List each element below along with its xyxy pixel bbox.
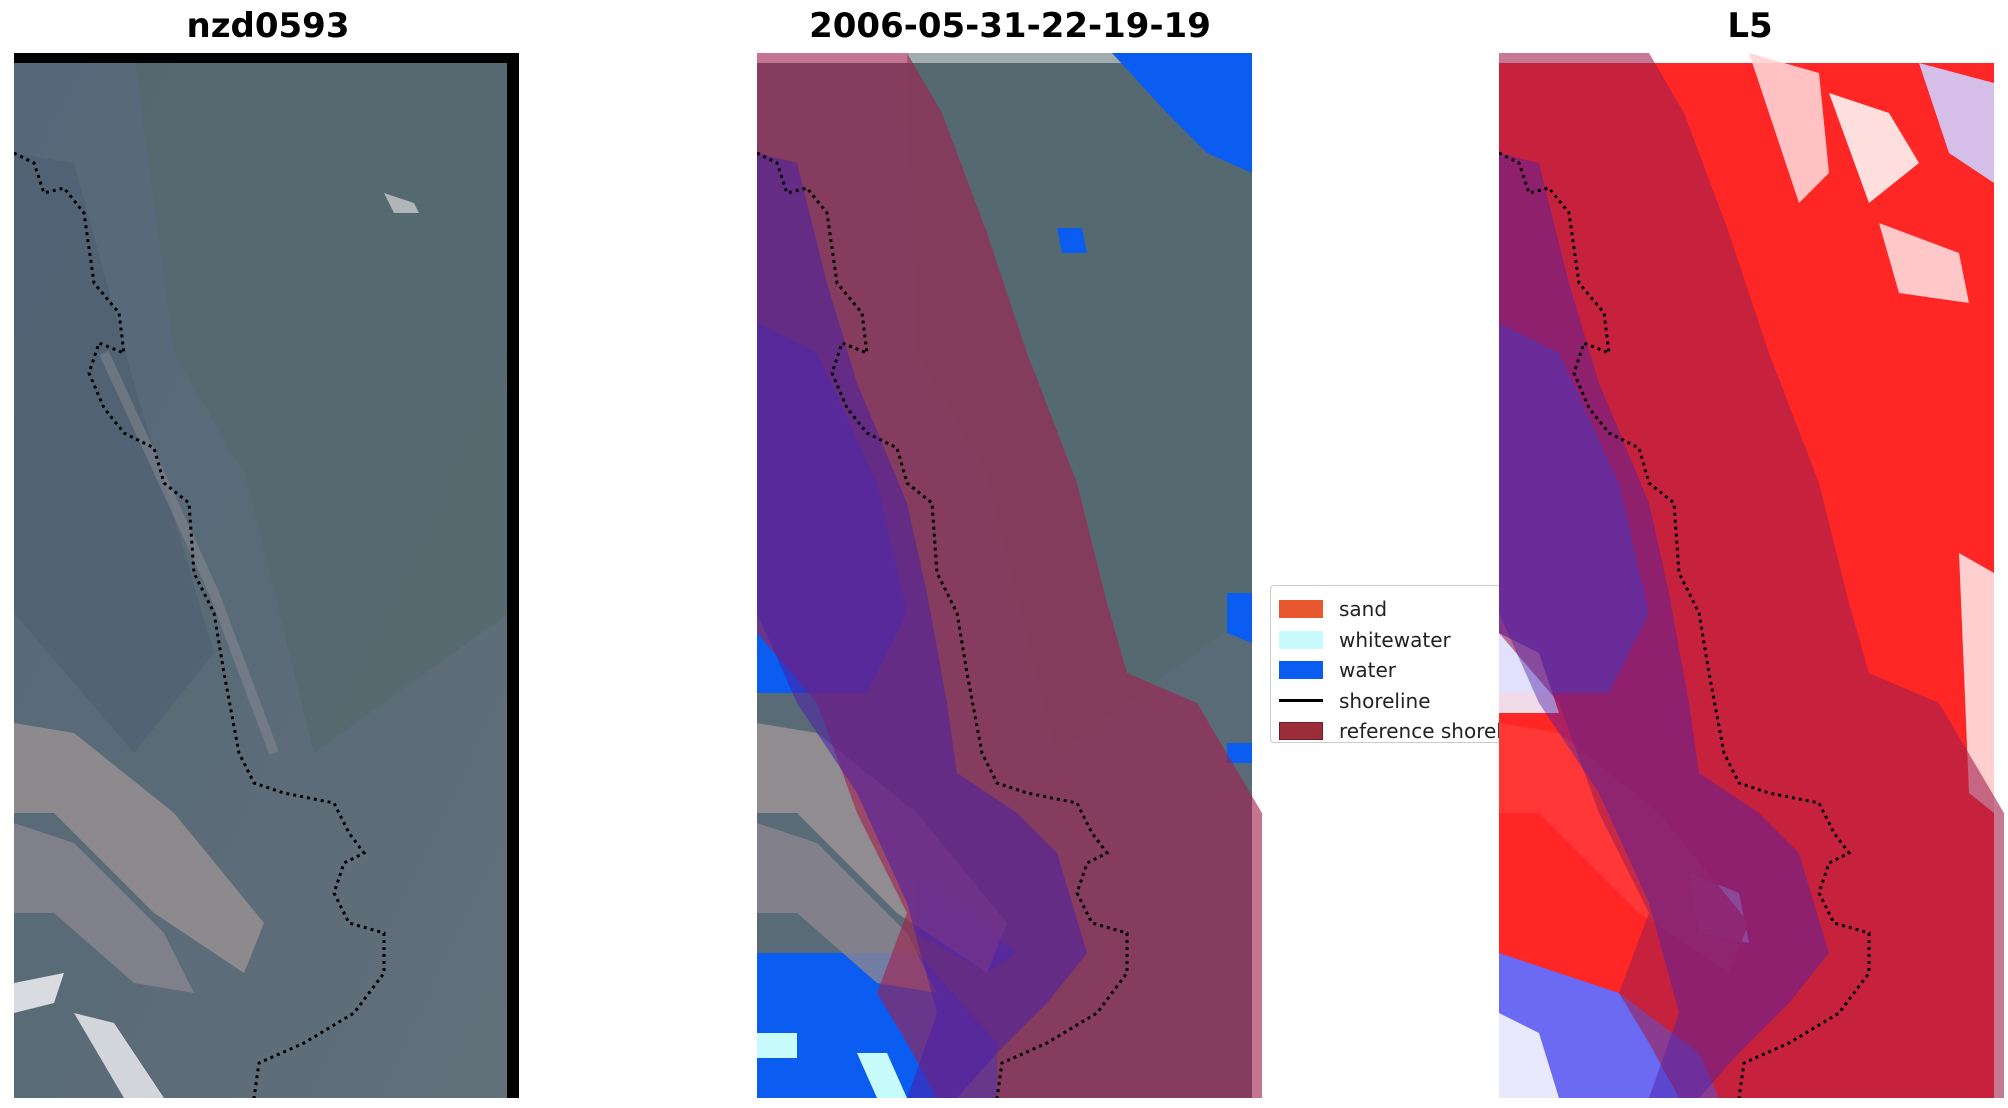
shoreline-line xyxy=(757,151,1129,1098)
legend-item-water: water xyxy=(1279,655,1509,686)
l5-index-image xyxy=(1499,53,2004,1098)
legend-item-whitewater: whitewater xyxy=(1279,625,1509,656)
legend-swatch-sand xyxy=(1279,600,1323,619)
legend-label-whitewater: whitewater xyxy=(1339,627,1451,652)
legend-label-shoreline: shoreline xyxy=(1339,688,1431,713)
legend-item-sand: sand xyxy=(1279,594,1509,625)
l5-index-panel xyxy=(1499,53,2004,1098)
legend-label-sand: sand xyxy=(1339,597,1388,622)
panel-title-nzd0593: nzd0593 xyxy=(186,6,350,46)
shoreline-line xyxy=(1499,151,1871,1098)
rgb-image xyxy=(14,53,519,1098)
legend: sand whitewater water shoreline referenc… xyxy=(1270,585,1510,743)
buffer-overlay xyxy=(1499,53,2004,1098)
panel-title-date: 2006-05-31-22-19-19 xyxy=(809,6,1211,46)
classification-panel xyxy=(757,53,1262,1098)
legend-label-buffer: reference shoreline buffer xyxy=(1339,719,1509,743)
classification-image xyxy=(757,53,1262,1098)
legend-swatch-water xyxy=(1279,661,1323,680)
legend-swatch-whitewater xyxy=(1279,630,1323,649)
legend-line-shoreline xyxy=(1279,699,1323,703)
rgb-image-panel xyxy=(14,53,519,1098)
legend-item-reference-shoreline-buffer: reference shoreline buffer xyxy=(1279,716,1509,743)
shoreline-line xyxy=(14,151,386,1098)
legend-swatch-buffer xyxy=(1279,722,1323,741)
legend-item-shoreline: shoreline xyxy=(1279,686,1509,717)
legend-label-water: water xyxy=(1339,658,1396,683)
panel-title-l5: L5 xyxy=(1727,6,1773,46)
